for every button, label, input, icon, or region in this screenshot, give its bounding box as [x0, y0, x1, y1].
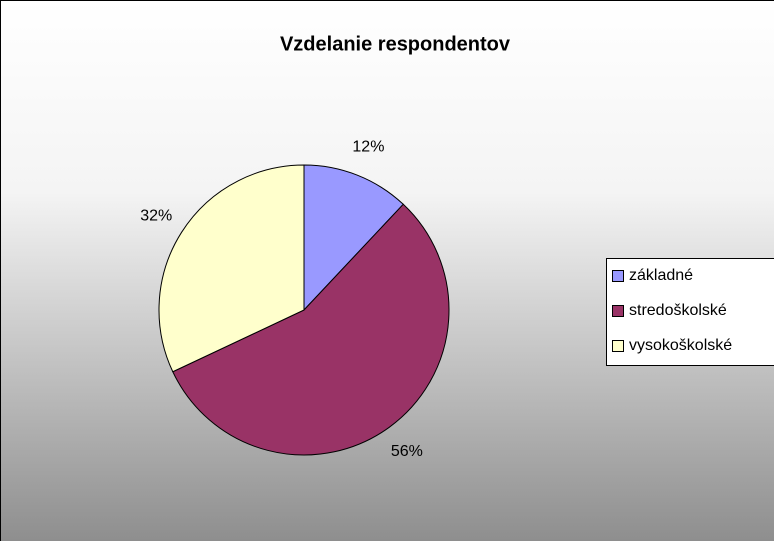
legend-swatch — [612, 270, 624, 282]
legend-label: vysokoškolské — [629, 337, 732, 354]
data-label: 56% — [391, 443, 423, 460]
pie-slice — [172, 203, 450, 456]
legend-swatch — [612, 340, 624, 352]
legend-swatch — [612, 305, 624, 317]
legend-label: stredoškolské — [629, 302, 727, 319]
chart-title: Vzdelanie respondentov — [280, 33, 511, 55]
legend-label: základné — [629, 267, 693, 284]
data-label: 32% — [140, 207, 172, 224]
pie-slice — [303, 164, 404, 312]
data-label: 12% — [352, 139, 384, 156]
legend-box — [606, 258, 774, 366]
pie-slice — [158, 164, 305, 373]
